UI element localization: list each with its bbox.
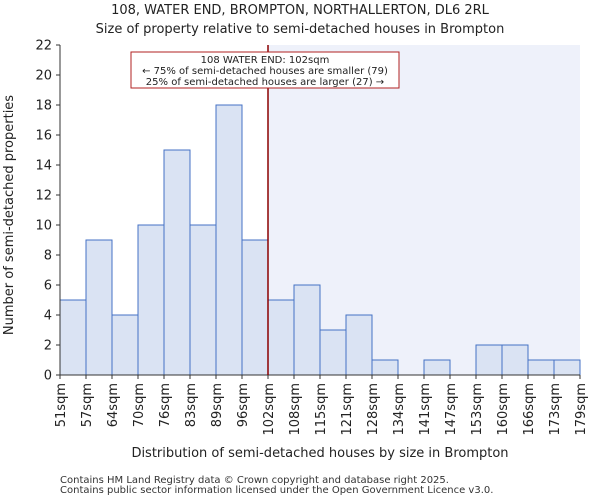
x-tick-label: 64sqm	[106, 383, 121, 427]
bar-153sqm	[475, 344, 503, 376]
x-tick-label: 83sqm	[184, 383, 199, 427]
x-tick-label: 57sqm	[80, 383, 95, 427]
x-tick-label: 153sqm	[470, 383, 485, 436]
x-tick-label: 134sqm	[392, 383, 407, 436]
y-axis-label: Number of semi-detached properties	[2, 95, 17, 335]
bar-51sqm	[59, 299, 87, 376]
x-tick-label: 115sqm	[314, 383, 329, 436]
plot-area: 0 2 4 6 8 10 12 14 16 18 20 22 51sqm 57sqm 64sqm 70sqm 7…	[35, 39, 589, 436]
y-tick-label: 6	[44, 279, 52, 294]
y-tick-label: 16	[35, 129, 52, 144]
bar-173sqm	[553, 359, 581, 376]
y-tick-label: 22	[35, 39, 52, 54]
y-tick-label: 4	[44, 309, 52, 324]
chart-title: 108, WATER END, BROMPTON, NORTHALLERTON,…	[111, 3, 490, 18]
footer-licence: Contains public sector information licen…	[60, 485, 494, 496]
annotation-larger: 25% of semi-detached houses are larger (…	[146, 77, 384, 88]
y-tick-label: 8	[44, 249, 52, 264]
y-tick-label: 12	[35, 189, 52, 204]
x-tick-label: 128sqm	[366, 383, 381, 436]
bar-83sqm	[189, 224, 217, 376]
annotation-box	[130, 51, 400, 89]
bar-121sqm	[345, 314, 373, 376]
x-tick-label: 102sqm	[262, 383, 277, 436]
bar-128sqm	[371, 359, 399, 376]
annotation-smaller: ← 75% of semi-detached houses are smalle…	[142, 66, 388, 77]
bar-108sqm	[293, 284, 321, 376]
x-tick-label: 141sqm	[418, 383, 433, 436]
bar-141sqm	[423, 359, 451, 376]
footer-copyright: Contains HM Land Registry data © Crown c…	[60, 475, 449, 486]
x-tick-label: 96sqm	[236, 383, 251, 427]
bar-102sqm	[267, 299, 295, 376]
x-tick-label: 179sqm	[574, 383, 589, 436]
bar-76sqm	[163, 149, 191, 376]
x-tick-label: 76sqm	[158, 383, 173, 427]
bar-96sqm	[241, 239, 269, 376]
x-tick-label: 121sqm	[340, 383, 355, 436]
x-tick-label: 147sqm	[444, 383, 459, 436]
bar-64sqm	[111, 314, 139, 376]
x-axis-label: Distribution of semi-detached houses by …	[131, 446, 508, 461]
x-tick-label: 166sqm	[522, 383, 537, 436]
y-tick-label: 14	[35, 159, 52, 174]
x-tick-label: 89sqm	[210, 383, 225, 427]
x-tick-label: 173sqm	[548, 383, 563, 436]
x-tick-label: 51sqm	[54, 383, 69, 427]
bar-57sqm	[85, 239, 113, 376]
bar-160sqm	[501, 344, 529, 376]
bar-166sqm	[527, 359, 555, 376]
annotation-title: 108 WATER END: 102sqm	[201, 55, 330, 66]
y-tick-label: 20	[35, 69, 52, 84]
bar-89sqm	[215, 104, 243, 376]
chart-subtitle: Size of property relative to semi-detach…	[96, 22, 505, 37]
x-tick-label: 70sqm	[132, 383, 147, 427]
bar-70sqm	[137, 224, 165, 376]
y-tick-label: 18	[35, 99, 52, 114]
x-tick-label: 160sqm	[496, 383, 511, 436]
y-tick-label: 10	[35, 219, 52, 234]
y-tick-label: 2	[44, 339, 52, 354]
y-tick-label: 0	[44, 369, 52, 384]
bar-115sqm	[319, 329, 347, 376]
x-tick-label: 108sqm	[288, 383, 303, 436]
